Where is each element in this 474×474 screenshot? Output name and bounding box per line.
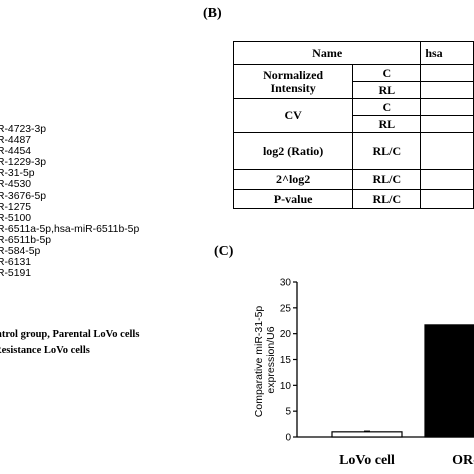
mirna-list-item: miR-584-5p (0, 246, 41, 258)
y-tick-label: 10 (280, 381, 292, 392)
header-mirna-cell: hsa (420, 41, 474, 65)
statistics-table: Name hsa Normalized Intensity C RL CV C … (232, 41, 474, 209)
mirna-list-item: miR-4530 (0, 179, 32, 191)
normalized-label-line1: Normalized (263, 67, 324, 82)
bar (424, 324, 474, 438)
mirna-list-item: miR-1229-3p (0, 157, 47, 169)
table-row: log2 (Ratio) RL/C (232, 132, 474, 170)
resistance-group-note: Resistance LoVo cells (0, 345, 90, 356)
mirna-list-item: miR-4487 (0, 135, 32, 147)
header-name-cell: Name (232, 41, 422, 65)
normalized-label-line2: Intensity (270, 80, 316, 95)
y-axis-label-line2: expression/U6 (265, 326, 277, 393)
group-rl-c-cell: RL/C (352, 189, 422, 209)
group-rl-c-cell: RL/C (352, 132, 422, 170)
panel-b-label: (B) (203, 6, 222, 21)
x-category-label: OR- (452, 453, 474, 468)
table-row: Normalized Intensity C (232, 64, 474, 99)
group-rl-cell: RL (352, 81, 422, 99)
y-axis-label-line1: Comparative miR-31-5p (253, 306, 265, 418)
mirna-list-item: miR-6511b-5p (0, 234, 52, 246)
chart-plot-area: 0 5 10 15 20 25 30 LoVo cell OR- (280, 278, 474, 468)
y-tick-label: 5 (285, 407, 291, 418)
mirna-list-item: miR-1275 (0, 201, 32, 213)
log2-ratio-label: log2 (Ratio) (232, 132, 354, 170)
cv-label: CV (232, 98, 354, 133)
mirna-list-item: miR-5100 (0, 212, 32, 224)
pow2-log2-label: 2^log2 (232, 169, 354, 190)
x-category-label: LoVo cell (339, 453, 395, 468)
mirna-list-item: miR-3676-5p (0, 190, 47, 202)
bar (331, 431, 403, 438)
y-tick-label: 15 (280, 355, 292, 366)
mirna-list-item: miR-5191 (0, 268, 32, 280)
mirna-list: miR-4723-3p miR-4487 miR-4454 miR-1229-3… (0, 124, 139, 279)
mirna-list-item: miR-6131 (0, 257, 32, 269)
group-c-cell: C (352, 64, 422, 82)
table-row: RL (234, 81, 474, 99)
panel-c-label: (C) (214, 244, 234, 259)
mirna-list-item: miR-31-5p (0, 168, 35, 180)
y-tick-label: 0 (285, 433, 291, 444)
value-cell (420, 132, 474, 170)
mirna-list-item: miR-4723-3p (0, 124, 47, 135)
table-header-row: Name hsa (232, 41, 474, 65)
y-tick-label: 25 (280, 303, 292, 314)
table-row: P-value RL/C (232, 189, 474, 209)
y-tick-label: 30 (280, 278, 292, 289)
table-row: CV C (232, 98, 474, 133)
p-value-label: P-value (232, 189, 354, 209)
value-cell (420, 189, 474, 209)
mirna-list-item: miR-4454 (0, 146, 32, 158)
mirna-list-item: miR-6511a-5p,hsa-miR-6511b-5p (0, 223, 140, 235)
y-axis-label: Comparative miR-31-5p expression/U6 (253, 303, 277, 417)
y-tick-label: 20 (280, 329, 292, 340)
control-group-note: ntrol group, Parental LoVo cells (0, 329, 140, 340)
